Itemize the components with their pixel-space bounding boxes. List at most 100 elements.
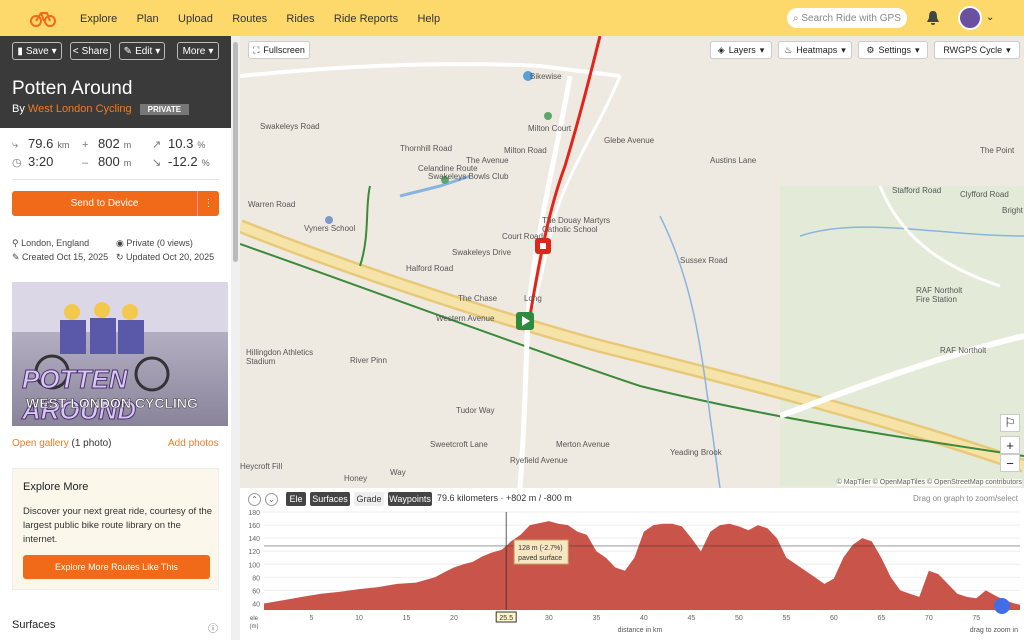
avatar[interactable] <box>958 6 982 30</box>
nav-ride-reports[interactable]: Ride Reports <box>333 13 399 25</box>
more-button[interactable]: More ▾ <box>177 42 219 60</box>
zoom-out-button[interactable]: − <box>1000 454 1020 472</box>
nav-routes[interactable]: Routes <box>232 13 268 25</box>
chat-icon[interactable] <box>994 598 1010 614</box>
chevron-down-icon[interactable]: ⌄ <box>986 12 995 23</box>
eye-icon: ◉ <box>116 238 127 248</box>
bell-icon[interactable] <box>926 10 940 26</box>
map-label: Swakeleys Bowls Club <box>428 172 509 181</box>
gear-icon: ⚙ <box>866 44 875 55</box>
y-tick-label: 40 <box>252 601 260 608</box>
chevron-down-icon: ▾ <box>1006 44 1011 55</box>
share-button[interactable]: < Share <box>70 42 111 60</box>
map-style-select[interactable]: RWGPS Cycle ▾ <box>934 41 1020 59</box>
explore-text: Discover your next great ride, courtesy … <box>23 506 213 545</box>
edit-label: Edit <box>135 45 153 57</box>
tab-waypoints[interactable]: Waypoints <box>388 492 432 506</box>
by-label: By <box>12 103 25 115</box>
min-grade-stat: ↘ -12.2% <box>152 154 210 169</box>
scrollbar-thumb[interactable] <box>233 42 238 262</box>
search-input[interactable]: ⌕ Search Ride with GPS <box>787 8 907 28</box>
map-label: Celandine Route <box>418 164 478 173</box>
tab-surfaces[interactable]: Surfaces <box>310 492 350 506</box>
y-tick-label: 60 <box>252 588 260 595</box>
route-title: Potten Around <box>12 78 133 99</box>
x-tick-label: 60 <box>830 615 838 622</box>
map-label: Western Avenue <box>436 314 495 323</box>
save-button[interactable]: ▮ Save ▾ <box>12 42 62 60</box>
x-tick-label: 70 <box>925 615 933 622</box>
route-icon: ⤷ <box>12 139 19 151</box>
min-grade-unit: % <box>201 158 210 168</box>
map-label: Warren Road <box>248 200 296 209</box>
zoom-hint: drag to zoom in <box>970 627 1018 634</box>
open-gallery-link[interactable]: Open gallery (1 photo) <box>12 438 112 449</box>
zoom-in-button[interactable]: + <box>1000 436 1020 454</box>
y-tick-label: 80 <box>252 575 260 582</box>
sidebar-scrollbar[interactable] <box>231 36 240 640</box>
share-icon: < <box>72 45 79 57</box>
time-stat: ◷ 3:20 <box>12 154 53 169</box>
chevron-down-icon: ▾ <box>759 44 765 55</box>
info-icon[interactable]: ⓘ <box>208 624 218 635</box>
layers-icon: ◈ <box>717 44 725 55</box>
min-grade-value: -12.2 <box>168 154 198 169</box>
more-options-icon[interactable]: ⋮ <box>197 191 219 216</box>
chevron-up-icon[interactable]: ⌃ <box>248 493 261 506</box>
nav-plan[interactable]: Plan <box>136 13 159 25</box>
explore-routes-button[interactable]: Explore More Routes Like This <box>23 555 210 579</box>
map-label: Swakeleys Drive <box>452 248 512 257</box>
map-view[interactable]: ⛶ Fullscreen ◈ Layers ▾ ♨ Heatmaps ▾ ⚙ Setting… <box>240 36 1024 488</box>
created-text: Created Oct 15, 2025 <box>22 252 109 262</box>
map-legend-icon[interactable]: ⚐ <box>1000 414 1020 432</box>
map-label: Swakeleys Road <box>260 122 320 131</box>
arrow-down-right-icon: ↘ <box>152 157 162 169</box>
logo-icon[interactable] <box>30 8 56 28</box>
nav-rides[interactable]: Rides <box>286 13 315 25</box>
fullscreen-button[interactable]: ⛶ Fullscreen <box>248 41 310 59</box>
max-grade-unit: % <box>197 140 206 150</box>
photo-title: POTTEN AROUND <box>22 364 137 426</box>
heatmaps-button[interactable]: ♨ Heatmaps ▾ <box>778 41 852 59</box>
add-photos-link[interactable]: Add photos <box>168 438 219 449</box>
explore-title: Explore More <box>23 481 89 493</box>
tab-grade[interactable]: Grade <box>354 492 384 506</box>
cursor-x-box <box>495 611 517 623</box>
y-tick-label: 100 <box>248 562 260 569</box>
route-photo[interactable]: POTTEN AROUND WEST LONDON CYCLING <box>12 282 228 426</box>
settings-button[interactable]: ⚙ Settings ▾ <box>858 41 928 59</box>
x-tick-label: 30 <box>545 615 553 622</box>
club-link[interactable]: West London Cycling <box>27 103 132 115</box>
nav-help[interactable]: Help <box>417 13 441 25</box>
pin-icon: ⚲ <box>12 238 22 248</box>
location-meta: ⚲ London, England <box>12 238 89 249</box>
elevation-panel: ⌃ ⌄ Ele Surfaces Grade Waypoints 79.6 ki… <box>240 488 1024 640</box>
map-label: RAF Northolt <box>940 346 987 355</box>
map-label: Honey <box>344 474 368 483</box>
y-axis-unit: (m) <box>250 624 259 630</box>
refresh-icon: ↻ <box>116 252 127 262</box>
elevation-chart[interactable]: 4060801001201401601805101520253035404550… <box>240 506 1024 640</box>
edit-button[interactable]: ✎ Edit ▾ <box>119 42 165 60</box>
layers-button[interactable]: ◈ Layers ▾ <box>710 41 772 59</box>
plus-icon: + <box>82 139 89 151</box>
map-label: The Avenue <box>466 156 509 165</box>
tab-ele[interactable]: Ele <box>286 492 306 506</box>
expand-icon: ⛶ <box>253 44 260 55</box>
privacy-meta: ◉ Private (0 views) <box>116 238 193 249</box>
distance-unit: km <box>57 140 70 150</box>
chevron-down-icon[interactable]: ⌄ <box>265 493 278 506</box>
nav-upload[interactable]: Upload <box>178 13 213 25</box>
chevron-down-icon: ▾ <box>915 44 920 55</box>
nav-explore[interactable]: Explore <box>80 13 118 25</box>
x-tick-label: 65 <box>877 615 885 622</box>
chevron-down-icon: ▾ <box>155 45 161 57</box>
descent-stat: –800 m <box>82 154 131 169</box>
y-tick-label: 120 <box>248 549 260 556</box>
map-style-label: RWGPS Cycle <box>943 45 1003 55</box>
map-label: Hillingdon Athletics Stadium <box>246 348 314 366</box>
chevron-down-icon: ▾ <box>208 45 214 57</box>
send-to-device-button[interactable]: Send to Device ⋮ <box>12 191 219 216</box>
y-tick-label: 180 <box>248 510 260 517</box>
top-bar: Explore Plan Upload Routes Rides Ride Re… <box>0 0 1024 36</box>
